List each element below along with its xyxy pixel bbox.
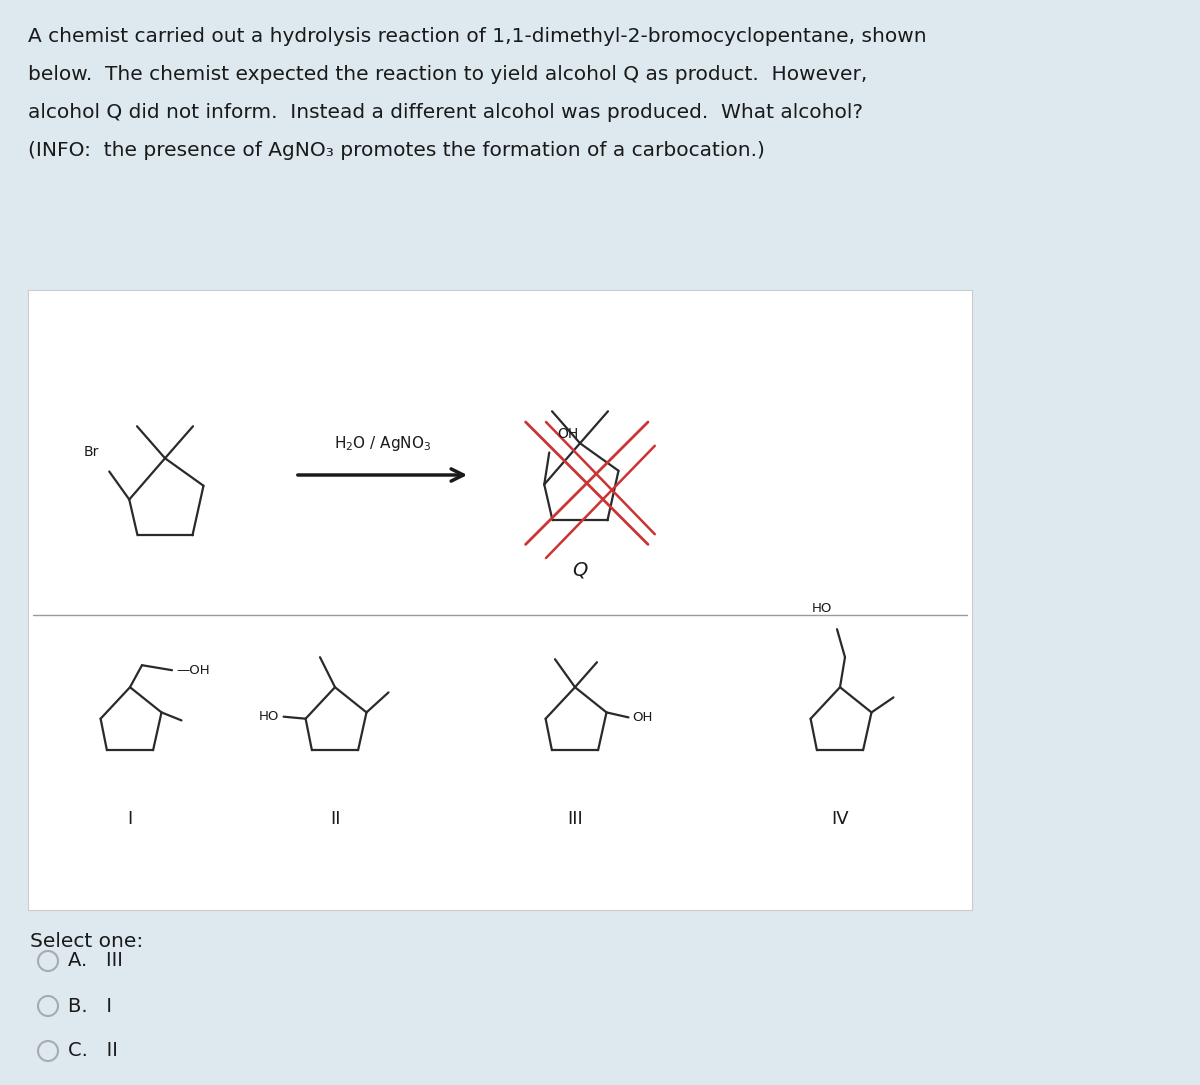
Text: I: I (127, 810, 133, 828)
Text: OH: OH (632, 711, 653, 724)
Text: HO: HO (259, 711, 280, 724)
Text: C.   II: C. II (68, 1042, 118, 1060)
Text: OH: OH (557, 426, 578, 441)
Text: (INFO:  the presence of AgNO₃ promotes the formation of a carbocation.): (INFO: the presence of AgNO₃ promotes th… (28, 141, 764, 159)
Text: Select one:: Select one: (30, 932, 143, 950)
Text: Br: Br (84, 446, 98, 460)
Text: H$_2$O / AgNO$_3$: H$_2$O / AgNO$_3$ (335, 434, 432, 454)
Text: below.  The chemist expected the reaction to yield alcohol Q as product.  Howeve: below. The chemist expected the reaction… (28, 65, 868, 84)
Text: A.   III: A. III (68, 952, 122, 970)
Bar (28, 290, 972, 910)
Text: A chemist carried out a hydrolysis reaction of 1,1-dimethyl-2-bromocyclopentane,: A chemist carried out a hydrolysis react… (28, 27, 926, 46)
Text: HO: HO (811, 602, 832, 615)
Text: II: II (330, 810, 341, 828)
Text: —OH: —OH (176, 664, 210, 677)
Text: alcohol Q did not inform.  Instead a different alcohol was produced.  What alcoh: alcohol Q did not inform. Instead a diff… (28, 103, 863, 122)
Text: IV: IV (832, 810, 848, 828)
Text: B.   I: B. I (68, 996, 112, 1016)
Text: III: III (568, 810, 583, 828)
Text: Q: Q (572, 560, 588, 579)
